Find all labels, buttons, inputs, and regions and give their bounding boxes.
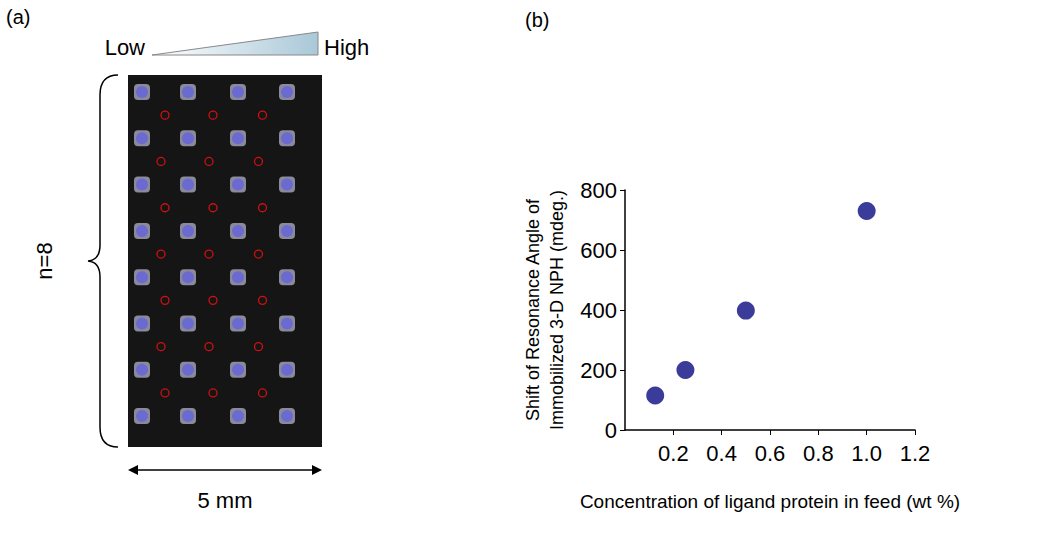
svg-text:Immobilized 3-D NPH (mdeg.): Immobilized 3-D NPH (mdeg.): [547, 190, 567, 430]
svg-text:400: 400: [580, 298, 617, 323]
svg-text:200: 200: [580, 358, 617, 383]
svg-text:0.8: 0.8: [803, 441, 834, 466]
svg-text:(b): (b): [525, 9, 549, 31]
svg-text:Shift of Resonance Angle of: Shift of Resonance Angle of: [523, 198, 543, 421]
svg-text:0.4: 0.4: [706, 441, 737, 466]
svg-text:0: 0: [605, 418, 617, 443]
svg-text:1.2: 1.2: [900, 441, 931, 466]
svg-text:Concentration of ligand protei: Concentration of ligand protein in feed …: [580, 491, 960, 512]
svg-text:0.2: 0.2: [658, 441, 689, 466]
svg-text:n=8: n=8: [32, 242, 57, 279]
svg-text:High: High: [324, 35, 369, 60]
svg-text:600: 600: [580, 238, 617, 263]
svg-text:(a): (a): [6, 6, 30, 28]
svg-text:5 mm: 5 mm: [198, 488, 253, 513]
svg-text:Low: Low: [105, 35, 145, 60]
svg-text:0.6: 0.6: [755, 441, 786, 466]
svg-text:1.0: 1.0: [851, 441, 882, 466]
svg-text:800: 800: [580, 178, 617, 203]
